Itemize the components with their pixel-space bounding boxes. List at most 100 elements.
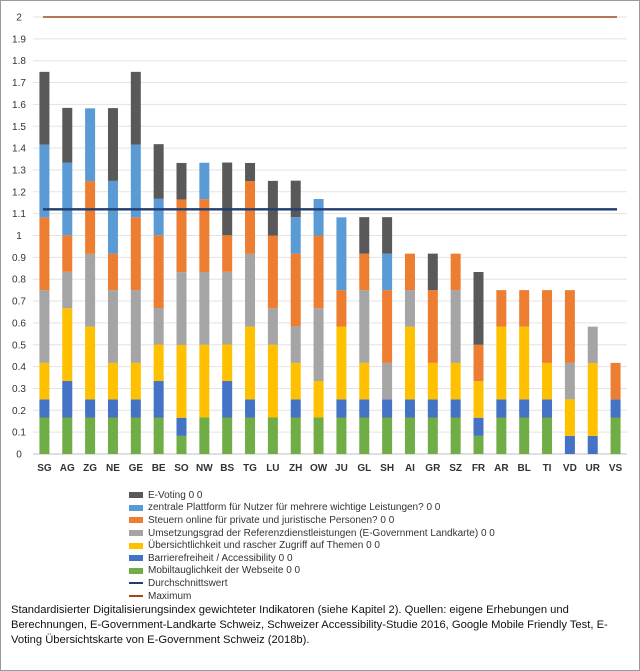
- y-tick-label: 1.7: [12, 78, 26, 89]
- bar-segment: [473, 381, 484, 418]
- bar-segment: [107, 290, 118, 363]
- bar-segment: [382, 217, 393, 254]
- y-tick-label: 0.4: [12, 362, 26, 373]
- bar-segment: [153, 198, 164, 236]
- bar-segment: [176, 344, 187, 418]
- bar-segment: [359, 290, 370, 363]
- x-tick-label: GL: [357, 463, 371, 474]
- bar-segment: [473, 271, 484, 345]
- bar-segment: [519, 290, 530, 327]
- bar-segment: [473, 417, 484, 436]
- bar-segment: [587, 435, 598, 454]
- bar-segment: [450, 362, 461, 400]
- bar-segment: [359, 399, 370, 418]
- legend-item: E-Voting 0 0: [129, 489, 629, 502]
- bar-segment: [107, 417, 118, 454]
- bar-segment: [267, 344, 278, 418]
- bar-segment: [564, 399, 575, 436]
- bar-segment: [153, 235, 164, 309]
- bar-segment: [222, 344, 233, 382]
- bar-segment: [62, 162, 73, 236]
- x-tick-label: TG: [243, 463, 257, 474]
- legend-label: E-Voting 0 0: [148, 489, 203, 501]
- y-tick-label: 0.1: [12, 428, 26, 439]
- bar-segment: [290, 326, 301, 363]
- bar-segment: [336, 290, 347, 327]
- bar-segment: [222, 235, 233, 272]
- bar-segment: [107, 362, 118, 400]
- bar-segment: [450, 290, 461, 363]
- x-axis-tick-labels: SG AG ZG NE GE BE SO NW BS TG LU ZH OW JU GL SH AI GR SZ FR…: [37, 463, 622, 474]
- bar-segment: [336, 417, 347, 454]
- bar-segment: [427, 362, 438, 400]
- gridlines: [33, 16, 627, 455]
- bar-segment: [245, 399, 256, 418]
- x-tick-label: SG: [37, 463, 52, 474]
- bar-segment: [245, 417, 256, 454]
- bar-segment: [39, 417, 50, 454]
- bar-segment: [313, 308, 324, 382]
- y-tick-label: 0.6: [12, 318, 26, 329]
- stacked-bar-chart: 0 0.1 0.2 0.3 0.4 0.5 0.6 0.7 0.8 0.9 1 1.1 1.2 1.3 1.…: [12, 13, 627, 474]
- legend-item: Steuern online für private und juristisc…: [129, 514, 629, 527]
- legend-swatch: [129, 504, 143, 511]
- bar-segment: [62, 381, 73, 418]
- bar-segment: [542, 417, 553, 454]
- x-tick-label: SH: [380, 463, 394, 474]
- bar-segment: [62, 107, 73, 163]
- y-axis-tick-labels: 0 0.1 0.2 0.3 0.4 0.5 0.6 0.7 0.8 0.9 1 1.1 1.2 1.3 1.…: [12, 13, 26, 461]
- bar-segment: [245, 181, 256, 254]
- bar-segment: [382, 362, 393, 400]
- legend: E-Voting 0 0 zentrale Plattform für Nutze…: [129, 489, 629, 602]
- legend-swatch: [129, 582, 143, 585]
- bar-segment: [245, 162, 256, 182]
- x-tick-label: ZH: [289, 463, 302, 474]
- legend-swatch: [129, 530, 143, 537]
- legend-item: Umsetzungsgrad der Referenzdienstleistun…: [129, 527, 629, 540]
- x-tick-label: OW: [310, 463, 328, 474]
- bar-segment: [62, 235, 73, 272]
- bar-segment: [39, 362, 50, 400]
- bar-segment: [199, 417, 210, 454]
- bar-segment: [199, 199, 210, 272]
- bar-segment: [313, 381, 324, 418]
- legend-item: Mobiltauglichkeit der Webseite 0 0: [129, 565, 629, 578]
- x-tick-label: LU: [266, 463, 279, 474]
- x-tick-label: AG: [60, 463, 75, 474]
- legend-label: Maximum: [148, 590, 192, 602]
- bar-segment: [85, 399, 96, 418]
- bar-segment: [336, 399, 347, 418]
- bar-segment: [496, 326, 507, 400]
- x-tick-label: NW: [196, 463, 213, 474]
- bar-segment: [176, 162, 187, 200]
- bar-segment: [542, 362, 553, 400]
- y-tick-label: 1.3: [12, 165, 26, 176]
- bar-segment: [107, 180, 118, 254]
- bar-segment: [473, 344, 484, 382]
- x-tick-label: FR: [472, 463, 486, 474]
- bar-segment: [290, 253, 301, 327]
- y-tick-label: 1: [16, 231, 22, 242]
- reference-lines: [43, 16, 617, 211]
- legend-item: zentrale Plattform für Nutzer für mehrer…: [129, 502, 629, 515]
- x-tick-label: BL: [518, 463, 531, 474]
- bar-segment: [404, 290, 415, 327]
- bar-segment: [130, 290, 141, 363]
- bar-segment: [359, 217, 370, 254]
- x-tick-label: AI: [405, 463, 415, 474]
- bar-segment: [336, 217, 347, 291]
- bar-segment: [450, 399, 461, 418]
- bar-segment: [542, 290, 553, 363]
- bar-segment: [290, 399, 301, 418]
- bar-segment: [542, 399, 553, 418]
- bar-segment: [313, 199, 324, 236]
- y-tick-label: 1.2: [12, 187, 26, 198]
- y-tick-label: 1.5: [12, 122, 26, 133]
- x-tick-label: NE: [106, 463, 120, 474]
- bar-segment: [107, 108, 118, 181]
- bar-segment: [267, 417, 278, 454]
- bar-segment: [267, 308, 278, 345]
- bar-segment: [382, 399, 393, 418]
- bar-segment: [359, 253, 370, 291]
- x-tick-label: AR: [494, 463, 509, 474]
